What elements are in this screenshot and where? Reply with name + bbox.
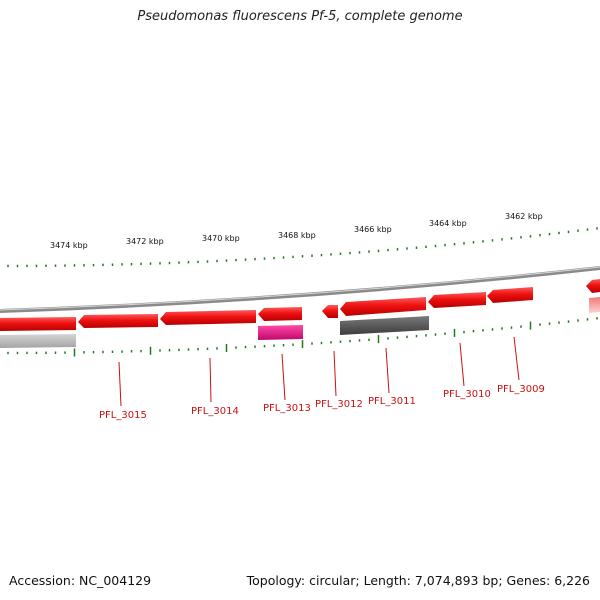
genome-backbone-highlight bbox=[0, 266, 600, 311]
gene-label-pfl-3011[interactable]: PFL_3011 bbox=[368, 396, 416, 407]
feature-gray[interactable] bbox=[340, 316, 429, 335]
gene-pfl-3014[interactable] bbox=[78, 314, 158, 328]
gene-label-pfl-3013[interactable]: PFL_3013 bbox=[263, 403, 311, 414]
kbp-label-3474: 3474 kbp bbox=[50, 241, 88, 250]
kbp-label-3462: 3462 kbp bbox=[505, 212, 543, 221]
gene-pfl-3011[interactable] bbox=[340, 297, 426, 316]
gene-pfl-3009[interactable] bbox=[487, 287, 533, 303]
feature-gray-left[interactable] bbox=[0, 334, 76, 348]
inner-tick-marks bbox=[7, 317, 598, 357]
gene-label-pfl-3012[interactable]: PFL_3012 bbox=[315, 399, 363, 410]
map-title: Pseudomonas fluorescens Pf-5, complete g… bbox=[137, 9, 463, 24]
gene-edge-right[interactable] bbox=[586, 279, 600, 313]
gene-label-pfl-3015[interactable]: PFL_3015 bbox=[99, 410, 147, 421]
gene-pfl-3010[interactable] bbox=[428, 292, 486, 308]
topology-text: Topology: circular; Length: 7,074,893 bp… bbox=[246, 573, 590, 588]
kbp-label-3468: 3468 kbp bbox=[278, 231, 316, 240]
gene-label-pfl-3009[interactable]: PFL_3009 bbox=[497, 384, 545, 395]
gene-label-pfl-3010[interactable]: PFL_3010 bbox=[443, 389, 491, 400]
gene-leader-lines bbox=[118, 336, 520, 407]
gene-pfl-3012[interactable] bbox=[322, 305, 338, 318]
genome-backbone bbox=[0, 266, 600, 313]
kbp-label-3470: 3470 kbp bbox=[202, 234, 240, 243]
gene-label-pfl-3014[interactable]: PFL_3014 bbox=[191, 406, 239, 417]
accession-text: Accession: NC_004129 bbox=[9, 573, 152, 588]
kbp-label-3466: 3466 kbp bbox=[354, 225, 392, 234]
kbp-label-3464: 3464 kbp bbox=[429, 219, 467, 228]
feature-pink[interactable] bbox=[258, 325, 303, 340]
gene-pfl-3013-ref[interactable] bbox=[160, 310, 256, 325]
gene-pfl-3013-red[interactable] bbox=[258, 307, 302, 321]
outer-tick-marks bbox=[7, 227, 598, 268]
gene-pfl-3015[interactable] bbox=[0, 317, 76, 331]
kbp-label-3472: 3472 kbp bbox=[126, 237, 164, 246]
